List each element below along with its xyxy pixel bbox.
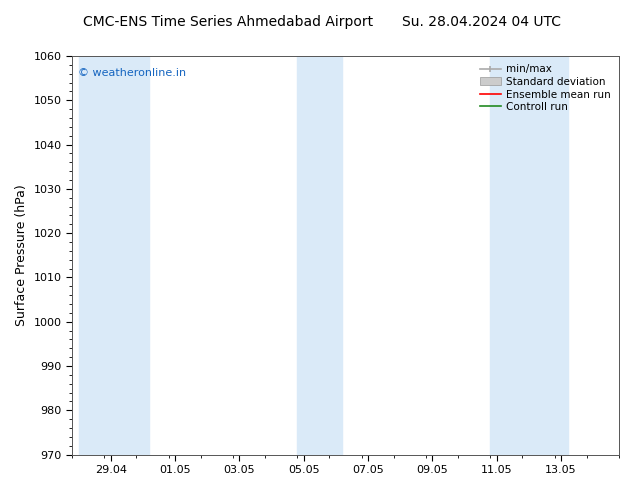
Text: Su. 28.04.2024 04 UTC: Su. 28.04.2024 04 UTC	[403, 15, 561, 29]
Text: © weatheronline.in: © weatheronline.in	[77, 68, 186, 78]
Legend: min/max, Standard deviation, Ensemble mean run, Controll run: min/max, Standard deviation, Ensemble me…	[477, 61, 614, 115]
Y-axis label: Surface Pressure (hPa): Surface Pressure (hPa)	[15, 184, 28, 326]
Bar	[297, 56, 342, 455]
Bar	[79, 56, 150, 455]
Bar	[490, 56, 567, 455]
Text: CMC-ENS Time Series Ahmedabad Airport: CMC-ENS Time Series Ahmedabad Airport	[83, 15, 373, 29]
Title: CMC-ENS Time Series Ahmedabad Airport      Su. 28.04.2024 04 UTC: CMC-ENS Time Series Ahmedabad Airport Su…	[0, 489, 1, 490]
